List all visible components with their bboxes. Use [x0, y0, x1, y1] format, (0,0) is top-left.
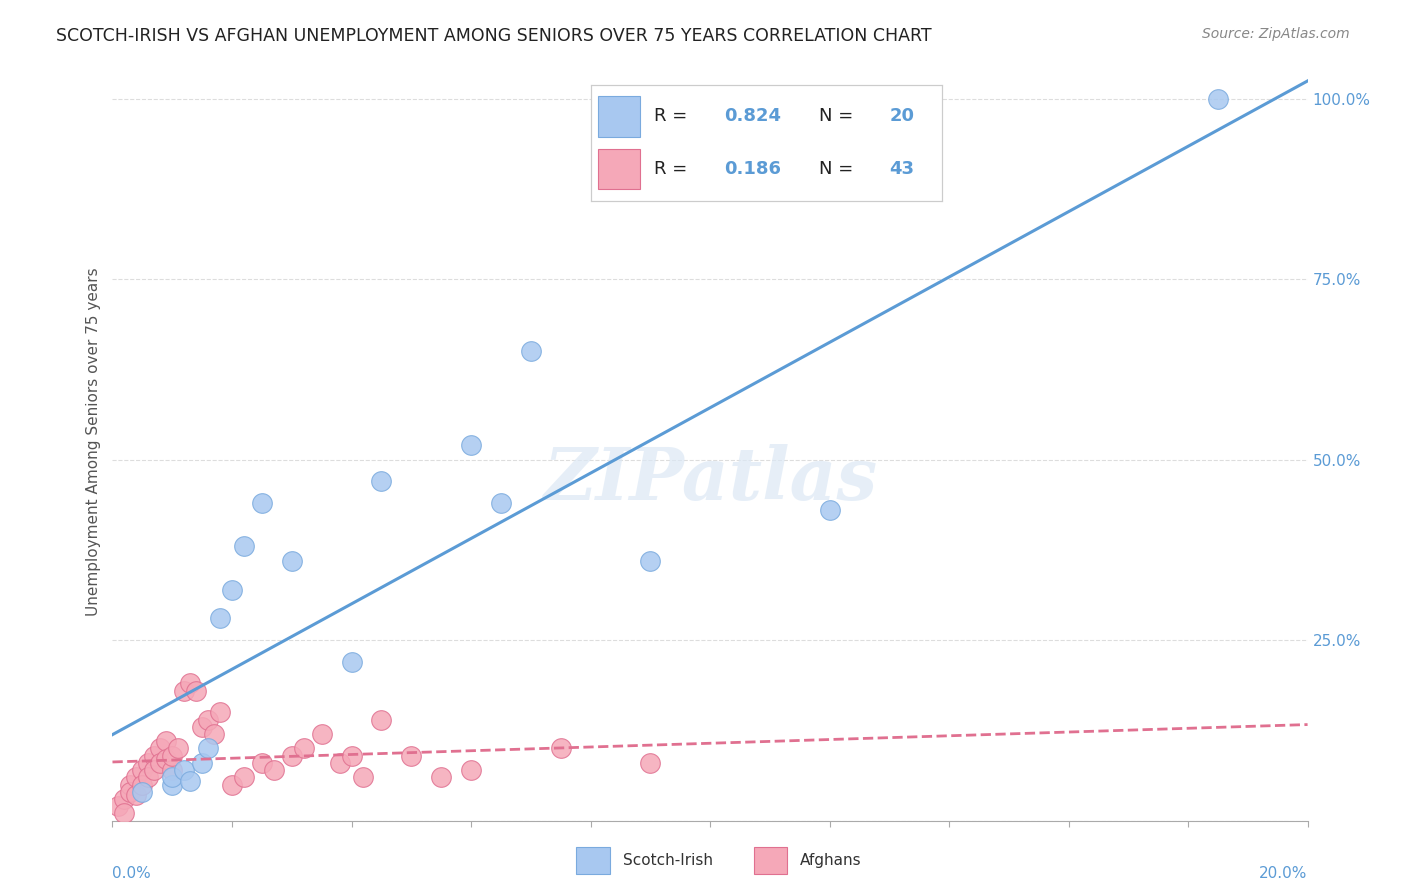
Point [250, 756, 273, 770]
Point [138, 756, 160, 770]
Point [311, 727, 333, 741]
Y-axis label: Unemployment Among Seniors over 75 years: Unemployment Among Seniors over 75 years [86, 268, 101, 615]
Point [489, 496, 512, 510]
Bar [598, 148, 640, 189]
Text: 20: 20 [889, 107, 914, 125]
Point [353, 770, 375, 784]
Point [143, 763, 166, 777]
Point [162, 763, 183, 777]
Point [179, 773, 201, 788]
Point [173, 683, 195, 698]
Point [263, 763, 285, 777]
Point [155, 734, 177, 748]
Point [162, 748, 183, 763]
Point [143, 748, 166, 763]
Point [125, 770, 148, 784]
Point [125, 789, 148, 803]
Point [340, 655, 363, 669]
Point [191, 756, 214, 770]
Point [281, 554, 304, 568]
Text: Afghans: Afghans [800, 854, 862, 868]
Bar [576, 847, 610, 874]
Text: SCOTCH-IRISH VS AFGHAN UNEMPLOYMENT AMONG SENIORS OVER 75 YEARS CORRELATION CHAR: SCOTCH-IRISH VS AFGHAN UNEMPLOYMENT AMON… [56, 27, 932, 45]
Point [520, 344, 543, 359]
Text: 0.824: 0.824 [724, 107, 782, 125]
Point [138, 770, 160, 784]
Point [114, 806, 135, 821]
Point [370, 713, 392, 727]
Point [340, 748, 363, 763]
Point [281, 748, 304, 763]
Point [202, 727, 225, 741]
Text: R =: R = [654, 107, 693, 125]
Point [149, 756, 172, 770]
Point [233, 539, 256, 553]
Point [155, 752, 177, 766]
Point [131, 763, 153, 777]
Point [221, 778, 243, 792]
Point [120, 778, 142, 792]
Point [162, 770, 183, 784]
Text: N =: N = [818, 107, 859, 125]
Point [329, 756, 352, 770]
Point [460, 763, 482, 777]
Text: Scotch-Irish: Scotch-Irish [623, 854, 713, 868]
Point [209, 706, 232, 720]
Point [370, 475, 392, 489]
Point [107, 799, 129, 814]
Point [1206, 91, 1229, 105]
Point [179, 676, 201, 690]
Text: 0.186: 0.186 [724, 161, 782, 178]
Text: 43: 43 [889, 161, 914, 178]
Point [818, 503, 841, 517]
Point [197, 741, 219, 756]
Point [460, 438, 482, 452]
Text: R =: R = [654, 161, 693, 178]
Point [149, 741, 172, 756]
Point [640, 756, 662, 770]
Point [250, 496, 273, 510]
Point [197, 713, 219, 727]
Text: Source: ZipAtlas.com: Source: ZipAtlas.com [1202, 27, 1350, 41]
Point [173, 763, 195, 777]
Text: N =: N = [818, 161, 859, 178]
Point [120, 785, 142, 799]
Point [640, 554, 662, 568]
Point [131, 785, 153, 799]
Bar [598, 96, 640, 137]
Point [221, 582, 243, 597]
Point [191, 720, 214, 734]
Point [430, 770, 453, 784]
Point [167, 741, 190, 756]
Text: 0.0%: 0.0% [112, 866, 152, 881]
Point [233, 770, 256, 784]
Point [401, 748, 423, 763]
Point [162, 778, 183, 792]
Point [209, 611, 232, 625]
Point [186, 683, 208, 698]
Point [114, 792, 135, 806]
Text: ZIPatlas: ZIPatlas [543, 444, 877, 515]
Bar [754, 847, 787, 874]
Text: 20.0%: 20.0% [1260, 866, 1308, 881]
Point [550, 741, 572, 756]
Point [292, 741, 315, 756]
Point [131, 778, 153, 792]
